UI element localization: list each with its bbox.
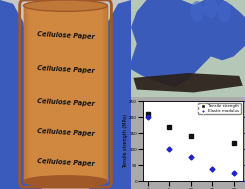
Polygon shape [0,0,42,189]
Text: Cellulose Paper: Cellulose Paper [37,98,95,107]
Bar [27,6,104,181]
Bar [28,6,103,181]
Tensile strength [146,113,149,115]
Y-axis label: Tensile strength (MPa): Tensile strength (MPa) [123,114,128,168]
Text: Cellulose Paper: Cellulose Paper [37,65,95,74]
Elastic modulus [146,116,149,118]
Polygon shape [133,73,243,92]
Text: Cellulose Paper: Cellulose Paper [37,158,95,167]
Elastic modulus [189,156,192,158]
Bar [25,6,106,181]
Bar [27,6,104,181]
Bar [26,6,105,181]
Bar [29,6,102,181]
Polygon shape [129,0,245,88]
Bar [29,6,102,181]
Bar [27,6,104,181]
Line: Tensile strength: Tensile strength [146,112,236,145]
Bar [27,6,104,181]
Ellipse shape [218,1,231,22]
Elastic modulus [168,148,171,150]
Polygon shape [89,0,131,189]
Bar [30,6,101,181]
Tensile strength [189,135,192,138]
Tensile strength [168,126,171,128]
Tensile strength [233,142,235,144]
Elastic modulus [211,167,214,170]
Ellipse shape [204,0,218,19]
Bar [25,6,106,181]
Bar [29,6,102,181]
Bar [24,6,107,181]
Bar [26,6,105,181]
Legend: Tensile strength, Elastic modulus: Tensile strength, Elastic modulus [198,103,241,114]
Ellipse shape [24,0,108,11]
Text: Cellulose Paper: Cellulose Paper [37,31,95,40]
Text: Cellulose Paper: Cellulose Paper [37,128,95,137]
Line: Elastic modulus: Elastic modulus [146,115,236,175]
Bar [24,6,107,181]
Ellipse shape [190,1,204,22]
Ellipse shape [24,176,108,187]
Bar [30,6,101,181]
Bar [29,6,102,181]
Bar [28,6,103,181]
Bar [25,6,106,181]
Bar [25,6,106,181]
Elastic modulus [233,172,235,175]
